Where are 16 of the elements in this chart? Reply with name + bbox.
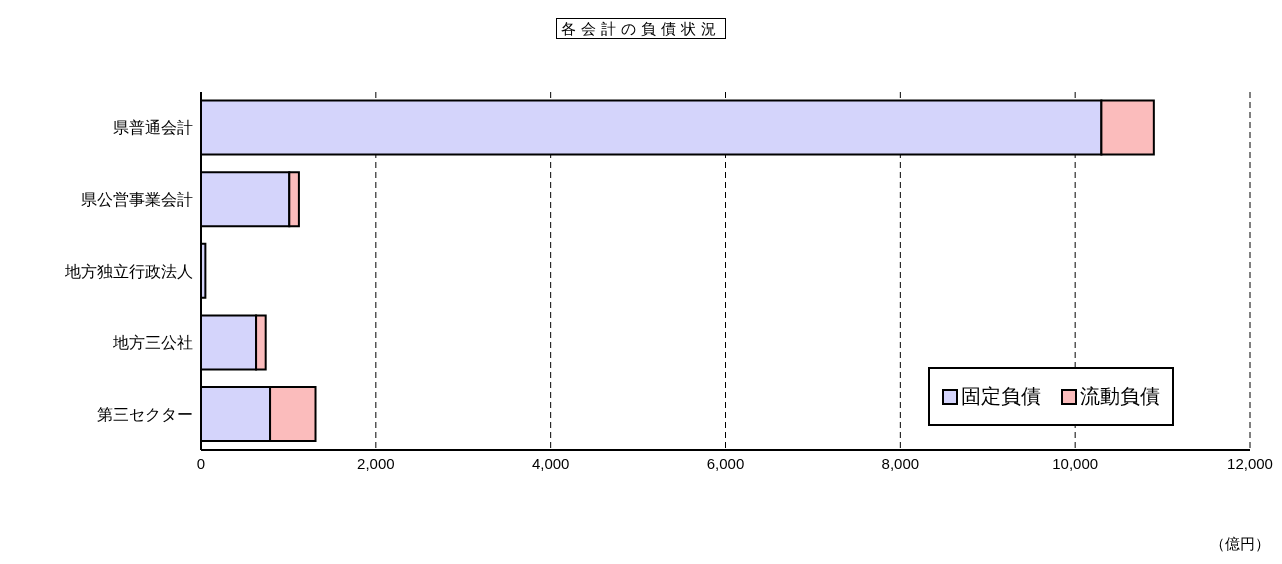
y-tick-label: 地方三公社	[112, 334, 193, 352]
x-tick-label: 10,000	[1052, 454, 1099, 472]
y-tick-label: 第三セクター	[97, 405, 193, 423]
x-tick-label: 2,000	[357, 454, 395, 472]
y-tick-label: 県普通会計	[113, 119, 193, 137]
x-tick-label: 4,000	[531, 454, 570, 472]
chart-title: 各会計の負債状況	[556, 18, 726, 39]
legend-label: 流動負債	[1079, 384, 1160, 409]
legend-label: 固定負債	[960, 384, 1041, 409]
y-tick-label: 県公営事業会計	[81, 191, 193, 209]
x-tick-label: 12,000	[1227, 454, 1273, 472]
x-axis-title: （億円）	[1210, 535, 1270, 554]
x-tick-label: 0	[196, 454, 206, 472]
x-tick-label: 8,000	[881, 454, 920, 472]
y-tick-label: 地方独立行政法人	[64, 262, 193, 280]
x-tick-label: 6,000	[706, 454, 745, 472]
